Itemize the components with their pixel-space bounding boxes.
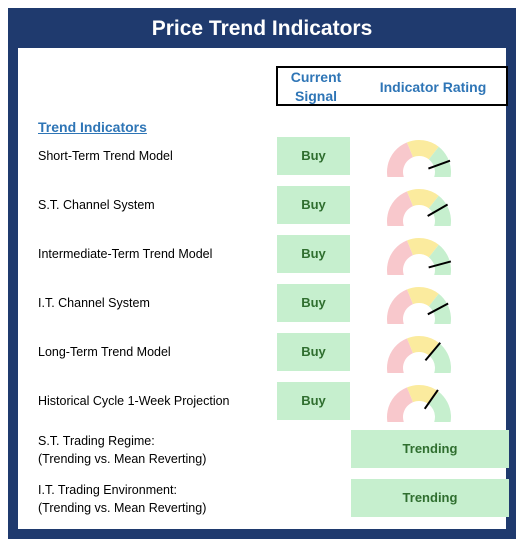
indicator-label: Intermediate-Term Trend Model [38,247,213,261]
gauge-green-segment [428,146,451,177]
column-header-box: Current Signal Indicator Rating [276,66,508,106]
signal-cell: Buy [277,137,350,175]
signal-cell: Buy [277,382,350,420]
gauge-red-segment [387,387,414,422]
signal-cell: Buy [277,333,350,371]
indicator-label: Historical Cycle 1-Week Projection [38,394,230,408]
regime-subtitle: (Trending vs. Mean Reverting) [38,501,207,515]
rating-gauge-icon [387,189,451,226]
rating-gauge-icon [387,385,451,422]
gauge-yellow-segment [407,238,439,258]
rating-gauge-icon [387,238,452,275]
current-signal-header: Current Signal [290,69,342,104]
gauge-needle [424,342,441,361]
trend-indicators-section-label: Trend Indicators [38,119,147,135]
indicator-panel-frame: Price Trend Indicators Current Signal In… [8,8,516,539]
signal-cell: Buy [277,186,350,224]
rating-gauge-icon [387,140,451,177]
gauge-needle [428,159,451,170]
gauge-yellow-segment [407,336,439,356]
indicator-rating-header: Indicator Rating [379,79,487,95]
regime-label: I.T. Trading Environment: (Trending vs. … [38,481,206,517]
gauge-needle [423,389,439,410]
rating-gauge-icon [387,287,451,324]
gauge-red-segment [387,289,414,324]
gauge-needle [428,260,452,269]
signal-cell: Buy [277,235,350,273]
regime-label: S.T. Trading Regime: (Trending vs. Mean … [38,432,206,468]
regime-value-cell: Trending [351,479,509,517]
gauge-yellow-segment [407,140,439,160]
panel-title: Price Trend Indicators [151,17,373,40]
rating-gauge-icon [387,336,451,373]
gauge-red-segment [387,240,414,275]
indicator-label: I.T. Channel System [38,296,150,310]
regime-title: I.T. Trading Environment: [38,483,177,497]
indicator-label: Short-Term Trend Model [38,149,173,163]
gauge-green-segment [428,244,451,275]
gauge-needle [427,302,449,316]
indicator-table: Current Signal Indicator Rating Trend In… [18,48,509,529]
regime-title: S.T. Trading Regime: [38,434,155,448]
regime-subtitle: (Trending vs. Mean Reverting) [38,452,207,466]
gauge-yellow-segment [407,189,439,209]
signal-cell: Buy [277,284,350,322]
gauge-red-segment [387,191,414,226]
gauge-needle [427,203,449,217]
gauge-red-segment [387,338,414,373]
indicator-label: Long-Term Trend Model [38,345,171,359]
indicator-label: S.T. Channel System [38,198,155,212]
gauge-green-segment [428,195,451,226]
gauge-red-segment [387,142,414,177]
gauge-yellow-segment [407,287,439,307]
regime-value-cell: Trending [351,430,509,468]
gauge-green-segment [428,391,451,422]
